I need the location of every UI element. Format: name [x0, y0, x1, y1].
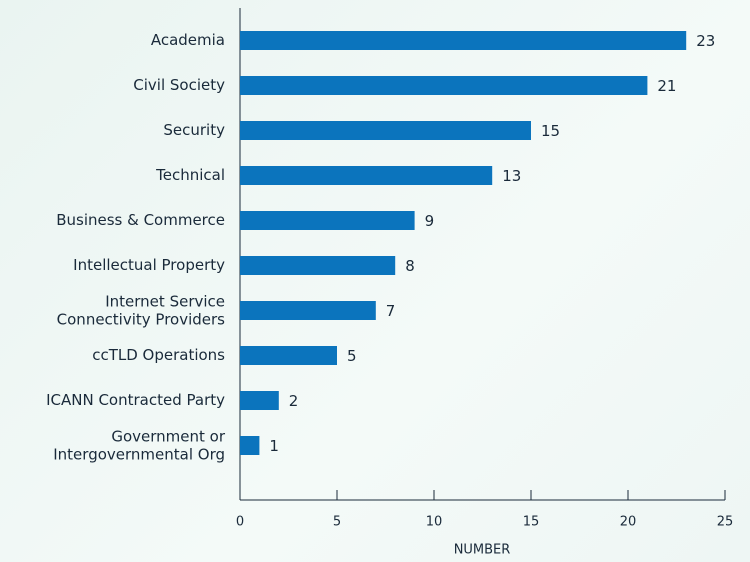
- y-tick-label: Internet Service Connectivity Providers: [57, 292, 226, 328]
- data-label: 21: [657, 77, 676, 95]
- data-label: 2: [289, 392, 299, 410]
- x-tick-label: 5: [333, 515, 341, 530]
- y-tick-label: Intellectual Property: [73, 256, 225, 274]
- bar: [240, 76, 648, 95]
- x-axis-title: NUMBER: [454, 543, 511, 558]
- x-tick-label: 15: [523, 515, 540, 530]
- x-tick-label: 0: [236, 515, 244, 530]
- y-tick-label: Government or Intergovernmental Org: [53, 427, 226, 463]
- y-tick-label: Business & Commerce: [56, 211, 225, 229]
- data-label: 9: [425, 212, 435, 230]
- bar: [240, 301, 376, 320]
- y-tick-label: Technical: [155, 166, 225, 184]
- bar: [240, 121, 531, 140]
- bar: [240, 346, 337, 365]
- data-label: 15: [541, 122, 560, 140]
- bar: [240, 166, 493, 185]
- data-label: 23: [696, 32, 715, 50]
- y-tick-label: Academia: [151, 31, 225, 49]
- bar: [240, 256, 396, 275]
- y-tick-label: ICANN Contracted Party: [46, 391, 225, 409]
- x-tick-label: 10: [426, 515, 443, 530]
- x-tick-label: 20: [620, 515, 637, 530]
- y-tick-label: ccTLD Operations: [92, 346, 225, 364]
- y-tick-label: Security: [163, 121, 225, 139]
- bar: [240, 436, 260, 455]
- bar: [240, 211, 415, 230]
- data-label: 8: [405, 257, 415, 275]
- y-tick-label: Civil Society: [133, 76, 225, 94]
- data-label: 1: [269, 437, 279, 455]
- data-label: 7: [386, 302, 396, 320]
- bar: [240, 31, 687, 50]
- bar: [240, 391, 279, 410]
- x-tick-label: 25: [717, 515, 734, 530]
- data-label: 13: [502, 167, 521, 185]
- data-label: 5: [347, 347, 357, 365]
